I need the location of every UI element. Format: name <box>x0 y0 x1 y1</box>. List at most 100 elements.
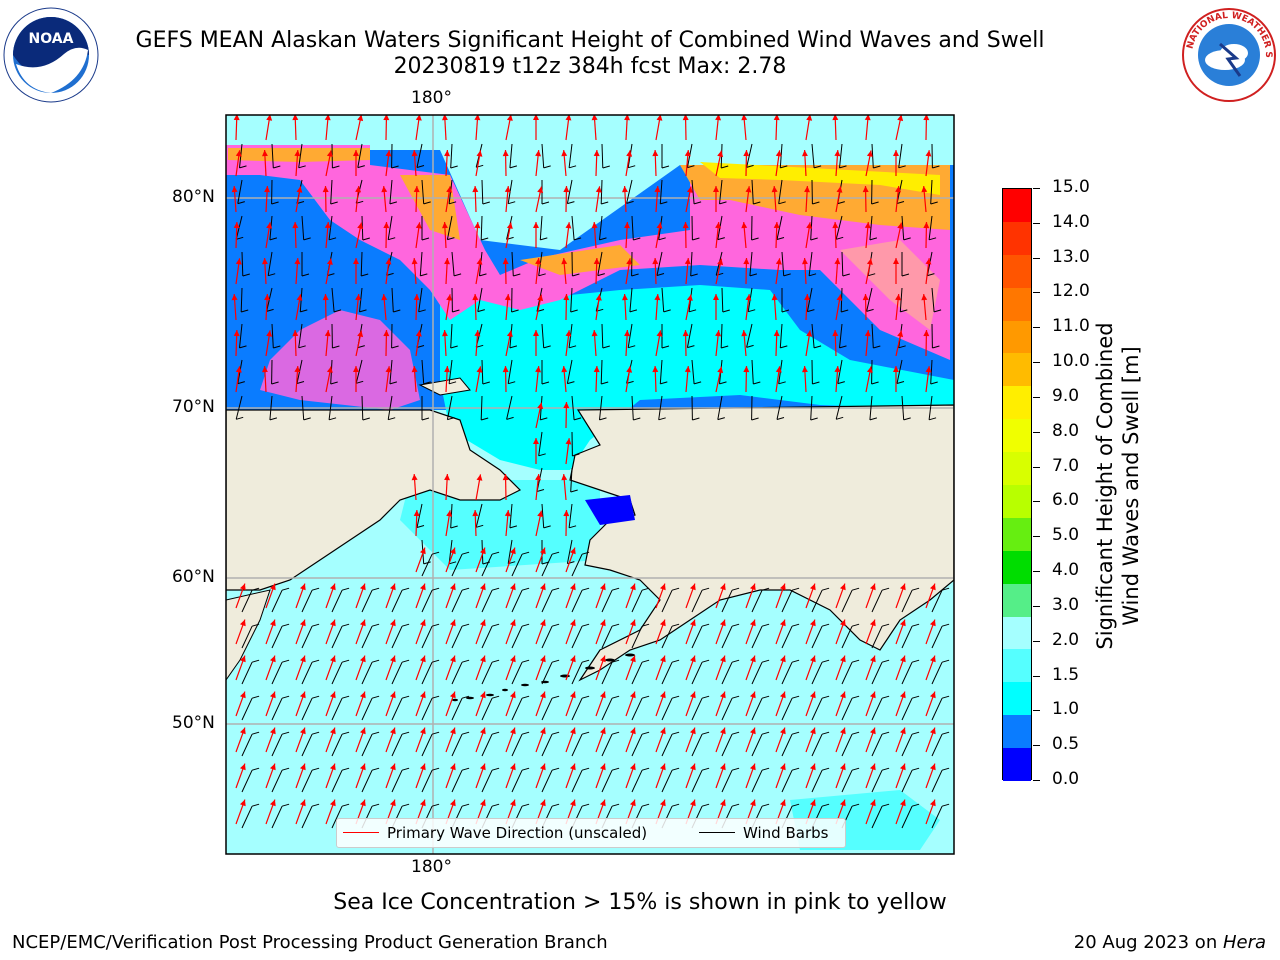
wind-barb <box>511 589 523 613</box>
wind-barb <box>601 143 604 169</box>
wind-barb <box>779 323 783 348</box>
wind-barb <box>746 143 753 168</box>
colorbar-segment <box>1003 320 1031 354</box>
wave-arrow-head <box>630 799 636 807</box>
wave-arrow-head <box>502 150 509 157</box>
wave-arrow-head <box>682 222 689 229</box>
wind-barb <box>661 733 673 757</box>
wave-arrow-head <box>565 222 572 229</box>
wind-barb <box>509 503 513 528</box>
wave-arrow-head <box>804 294 810 301</box>
wind-barb-flag <box>311 695 320 699</box>
wave-arrow-head <box>540 655 546 663</box>
wind-barb-flag <box>570 489 578 493</box>
wind-barb-flag <box>386 272 394 276</box>
wind-barb-flag <box>431 767 440 771</box>
wind-barb <box>871 589 883 613</box>
wave-arrow-head <box>893 258 899 264</box>
wave-arrow-head <box>510 655 516 663</box>
wind-barb <box>931 589 943 613</box>
wind-barb <box>271 661 283 685</box>
wave-arrow-head <box>240 799 246 807</box>
wind-barb-flag <box>476 344 484 348</box>
wind-barb-flag <box>296 201 305 204</box>
lon-label-top: 180° <box>411 88 452 108</box>
wind-barb <box>721 733 733 757</box>
wind-barb <box>656 251 663 276</box>
wave-arrow-head <box>266 330 273 337</box>
colorbar-segment <box>1003 682 1031 716</box>
wind-barb <box>781 661 793 685</box>
wave-arrow-head <box>900 691 906 699</box>
wave-arrow-head <box>652 366 659 373</box>
wind-barb-flag <box>431 623 440 627</box>
wind-barb-flag <box>930 201 938 205</box>
wind-barb <box>511 661 523 685</box>
wind-barb-flag <box>521 587 530 591</box>
wave-arrow-head <box>921 186 928 193</box>
wind-barb <box>601 733 613 757</box>
wind-barb-flag <box>361 273 369 277</box>
wave-arrow-head <box>385 258 392 265</box>
wind-barb-flag <box>431 551 440 555</box>
wave-arrow-head <box>893 150 899 156</box>
wave-arrow-head <box>535 366 542 373</box>
wind-barb-flag <box>611 659 620 663</box>
wave-arrow-head <box>292 222 299 229</box>
wind-barb-flag <box>731 767 740 771</box>
wind-barb <box>721 697 733 721</box>
wave-arrow-head <box>656 222 663 229</box>
wind-barb <box>871 625 883 649</box>
wind-barb <box>778 179 783 204</box>
wave-arrow-head <box>240 763 246 771</box>
wind-barb <box>629 287 633 312</box>
wind-barb <box>901 395 905 420</box>
wind-barb-flag <box>391 165 399 169</box>
wave-arrow-head <box>266 222 273 229</box>
wind-barb <box>538 431 543 456</box>
wind-barb-flag <box>761 803 770 807</box>
wind-barb-flag <box>731 587 740 591</box>
wave-arrow-head <box>690 619 696 627</box>
wave-arrow-head <box>715 330 722 337</box>
wave-arrow-head <box>810 799 816 807</box>
wind-barb <box>871 323 874 349</box>
wave-arrow-head <box>600 619 606 627</box>
wind-barb-flag <box>551 551 560 555</box>
wind-barb-flag <box>821 695 830 699</box>
wave-arrow-head <box>383 222 390 229</box>
wave-arrow-head <box>450 763 456 771</box>
colorbar-tick-label: 12.0 <box>1052 281 1090 302</box>
wind-barb <box>570 467 573 493</box>
wind-barb-flag <box>416 525 425 528</box>
wave-arrow-head <box>593 258 600 265</box>
wave-arrow-head <box>840 583 846 591</box>
wind-barb-flag <box>538 273 546 277</box>
wave-arrow-head <box>810 691 816 699</box>
wind-barb-flag <box>911 695 920 699</box>
wave-arrow-head <box>804 186 810 193</box>
wind-barb-flag <box>671 623 680 627</box>
colorbar-tick-label: 5.0 <box>1052 525 1080 546</box>
wind-barb-flag <box>602 165 610 169</box>
wind-barb <box>898 143 903 168</box>
wind-barb-flag <box>461 767 470 771</box>
wave-arrow-head <box>563 186 570 193</box>
wave-arrow-head <box>446 294 453 301</box>
colorbar-tick-mark <box>1033 780 1040 781</box>
wind-barb-flag <box>481 417 489 421</box>
wind-barb <box>659 179 663 204</box>
wave-arrow-head <box>357 222 364 230</box>
wave-arrow-head <box>480 799 486 807</box>
wave-arrow-head <box>870 619 876 627</box>
wave-arrow-head <box>300 763 306 771</box>
wind-barb <box>751 589 763 613</box>
wind-barb <box>481 661 493 685</box>
wind-barb <box>450 323 453 349</box>
wind-barb-flag <box>423 561 431 565</box>
wind-barb-flag <box>303 417 311 421</box>
wind-barb-flag <box>641 659 650 663</box>
wind-barb <box>360 251 363 277</box>
wave-arrow-head <box>300 799 306 807</box>
wave-arrow-head <box>775 366 782 373</box>
